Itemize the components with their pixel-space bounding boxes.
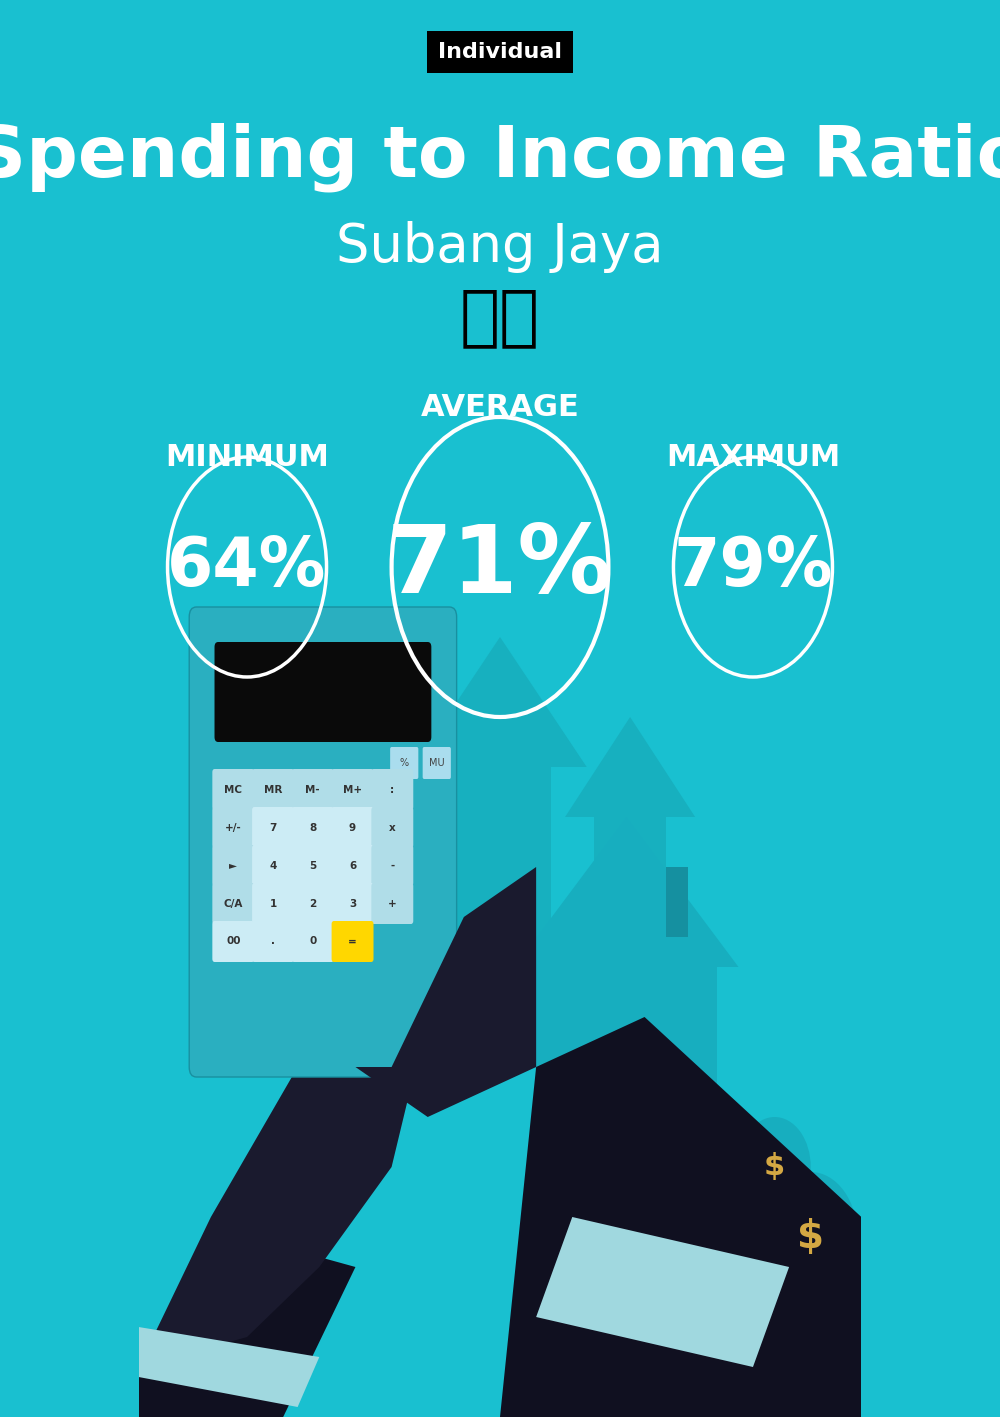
Text: =: =	[348, 937, 357, 947]
Polygon shape	[341, 717, 449, 1017]
FancyBboxPatch shape	[371, 769, 413, 811]
Text: MINIMUM: MINIMUM	[165, 442, 329, 472]
Polygon shape	[413, 638, 587, 767]
Text: C/A: C/A	[224, 898, 243, 908]
Polygon shape	[565, 717, 695, 818]
Text: %: %	[400, 758, 409, 768]
Text: 7: 7	[269, 822, 277, 833]
Text: M-: M-	[305, 785, 320, 795]
Text: x: x	[389, 822, 396, 833]
Polygon shape	[139, 966, 428, 1367]
FancyBboxPatch shape	[252, 883, 294, 924]
Polygon shape	[139, 1237, 355, 1417]
Text: 64%: 64%	[167, 534, 327, 599]
Polygon shape	[355, 867, 536, 1117]
Text: 1: 1	[269, 898, 277, 908]
Text: 3: 3	[349, 898, 356, 908]
Text: 🇲🇾: 🇲🇾	[460, 283, 540, 350]
Text: 00: 00	[226, 937, 241, 947]
Polygon shape	[601, 1087, 652, 1217]
Text: 4: 4	[269, 860, 277, 870]
FancyBboxPatch shape	[371, 845, 413, 886]
Text: MC: MC	[224, 785, 242, 795]
Polygon shape	[536, 966, 717, 1217]
Polygon shape	[666, 867, 688, 937]
Text: AVERAGE: AVERAGE	[421, 393, 579, 421]
FancyBboxPatch shape	[189, 606, 457, 1077]
Polygon shape	[139, 1326, 319, 1407]
FancyBboxPatch shape	[252, 808, 294, 847]
FancyBboxPatch shape	[292, 845, 334, 886]
Circle shape	[764, 1172, 858, 1302]
Text: -: -	[390, 860, 394, 870]
Text: +/-: +/-	[225, 822, 242, 833]
FancyBboxPatch shape	[332, 883, 374, 924]
Text: Subang Jaya: Subang Jaya	[336, 221, 664, 273]
Text: $: $	[797, 1219, 824, 1255]
FancyBboxPatch shape	[332, 808, 374, 847]
FancyBboxPatch shape	[332, 769, 374, 811]
Bar	[702, 1168, 775, 1178]
FancyBboxPatch shape	[292, 808, 334, 847]
Polygon shape	[594, 818, 666, 1067]
Text: :: :	[390, 785, 394, 795]
Circle shape	[739, 1117, 811, 1217]
Text: MAXIMUM: MAXIMUM	[666, 442, 840, 472]
Text: 5: 5	[309, 860, 316, 870]
Text: 0: 0	[309, 937, 316, 947]
Text: MU: MU	[429, 758, 445, 768]
Polygon shape	[536, 1217, 789, 1367]
FancyBboxPatch shape	[371, 883, 413, 924]
Text: +: +	[388, 898, 397, 908]
FancyBboxPatch shape	[390, 747, 418, 779]
FancyBboxPatch shape	[212, 921, 254, 962]
Text: Individual: Individual	[438, 43, 562, 62]
FancyBboxPatch shape	[252, 845, 294, 886]
FancyBboxPatch shape	[212, 883, 254, 924]
Text: $: $	[764, 1152, 785, 1182]
Bar	[702, 1207, 775, 1217]
Text: 2: 2	[309, 898, 316, 908]
Polygon shape	[500, 1017, 861, 1417]
FancyBboxPatch shape	[332, 845, 374, 886]
FancyBboxPatch shape	[332, 921, 374, 962]
FancyBboxPatch shape	[212, 769, 254, 811]
FancyBboxPatch shape	[215, 642, 431, 743]
Text: 8: 8	[309, 822, 316, 833]
FancyBboxPatch shape	[292, 921, 334, 962]
FancyBboxPatch shape	[292, 883, 334, 924]
FancyBboxPatch shape	[212, 845, 254, 886]
Text: .: .	[271, 937, 275, 947]
Bar	[702, 1178, 775, 1187]
Text: M+: M+	[343, 785, 362, 795]
Polygon shape	[514, 818, 739, 966]
Bar	[702, 1187, 775, 1197]
FancyBboxPatch shape	[212, 808, 254, 847]
Text: Spending to Income Ratio: Spending to Income Ratio	[0, 122, 1000, 191]
Text: MR: MR	[264, 785, 282, 795]
FancyBboxPatch shape	[371, 808, 413, 847]
FancyBboxPatch shape	[423, 747, 451, 779]
Text: 9: 9	[349, 822, 356, 833]
Text: ►: ►	[229, 860, 237, 870]
Bar	[702, 1197, 775, 1207]
FancyBboxPatch shape	[252, 769, 294, 811]
Polygon shape	[449, 767, 551, 1067]
FancyBboxPatch shape	[292, 769, 334, 811]
Text: 79%: 79%	[673, 534, 833, 599]
Text: 71%: 71%	[387, 521, 613, 614]
Text: 6: 6	[349, 860, 356, 870]
FancyBboxPatch shape	[252, 921, 294, 962]
